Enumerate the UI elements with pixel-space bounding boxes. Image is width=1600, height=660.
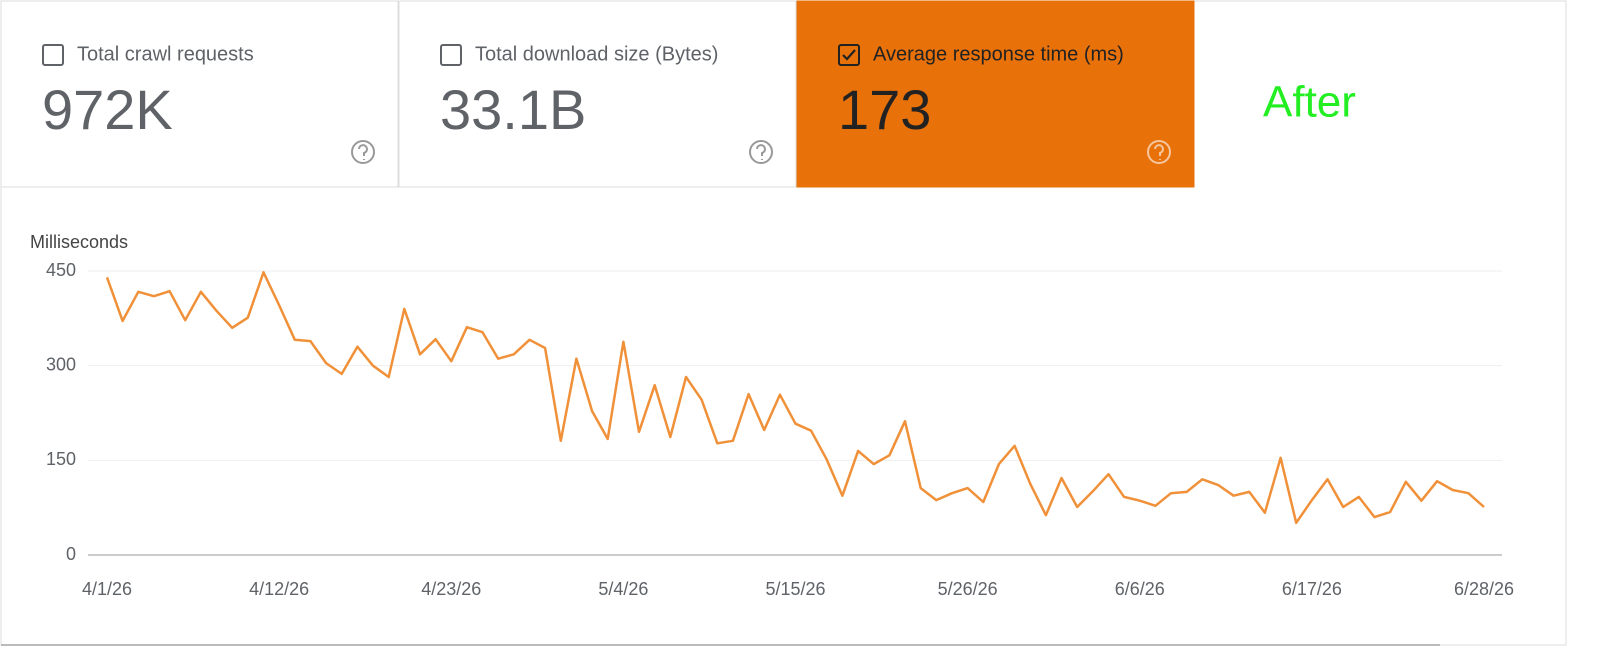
card-background — [0, 0, 399, 188]
metric-card[interactable]: Average response time (ms) 173 — [796, 0, 1195, 188]
x-tick-label: 6/17/26 — [1282, 579, 1342, 599]
y-tick-label: 450 — [46, 260, 76, 280]
x-tick-label: 4/1/26 — [82, 579, 132, 599]
x-tick-label: 6/6/26 — [1115, 579, 1165, 599]
metric-card[interactable]: Total crawl requests 972K — [0, 0, 399, 188]
checkbox[interactable] — [838, 44, 860, 66]
help-icon-mark — [756, 144, 766, 160]
card-label: Total crawl requests — [77, 43, 254, 65]
y-axis-title: Milliseconds — [30, 232, 128, 252]
help-icon-mark — [358, 144, 368, 160]
card-label: Average response time (ms) — [873, 43, 1124, 65]
card-value: 33.1B — [440, 78, 586, 141]
checkbox[interactable] — [42, 44, 64, 66]
card-value: 972K — [42, 78, 173, 141]
y-tick-label: 150 — [46, 449, 76, 469]
help-icon-mark — [1154, 144, 1164, 160]
checkbox[interactable] — [440, 44, 462, 66]
checkmark — [842, 49, 856, 61]
x-tick-label: 4/12/26 — [249, 579, 309, 599]
help-icon[interactable] — [351, 140, 375, 164]
card-value: 173 — [838, 78, 931, 141]
x-tick-label: 5/26/26 — [938, 579, 998, 599]
x-tick-label: 5/4/26 — [598, 579, 648, 599]
y-tick-label: 300 — [46, 354, 76, 374]
annotation: After — [1263, 78, 1356, 127]
help-icon[interactable] — [1147, 140, 1171, 164]
data-line — [105, 271, 1485, 525]
x-tick-label: 5/15/26 — [765, 579, 825, 599]
x-tick-label: 6/28/26 — [1454, 579, 1514, 599]
card-label: Total download size (Bytes) — [475, 43, 718, 65]
help-icon[interactable] — [749, 140, 773, 164]
metric-card[interactable]: Total download size (Bytes) 33.1B — [398, 0, 797, 188]
y-tick-label: 0 — [66, 544, 76, 564]
card-background — [398, 0, 797, 188]
x-tick-label: 4/23/26 — [421, 579, 481, 599]
card-background — [796, 0, 1195, 188]
